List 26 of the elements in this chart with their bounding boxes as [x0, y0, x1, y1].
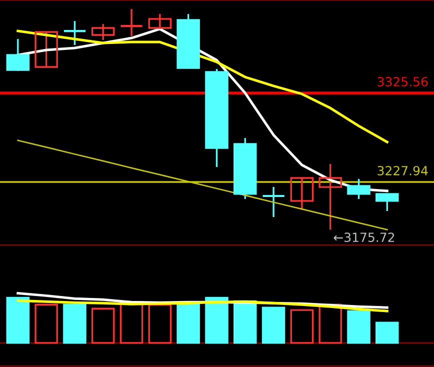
- ref-line-label: 3227.94: [378, 166, 428, 176]
- bar: [6, 296, 30, 344]
- candlestick: [148, 13, 172, 29]
- candlestick: [347, 178, 370, 200]
- bar: [347, 310, 370, 344]
- candlestick: [262, 186, 286, 218]
- candlestick: [376, 193, 399, 212]
- bar: [91, 308, 115, 344]
- bar: [262, 306, 286, 344]
- bar: [376, 322, 399, 344]
- candlestick: [6, 38, 30, 72]
- ref-line-label: 3325.56: [378, 76, 428, 86]
- bar: [205, 296, 228, 344]
- candlestick: [120, 8, 144, 37]
- annotation: ←3175.72: [334, 232, 394, 242]
- candlestick: [62, 20, 87, 46]
- bar: [233, 300, 257, 344]
- bar: [176, 302, 200, 344]
- bar: [290, 309, 314, 344]
- bar: [63, 304, 86, 344]
- bar: [34, 304, 58, 344]
- candlestick: [318, 163, 342, 230]
- bar: [148, 304, 172, 344]
- candlestick: [290, 177, 314, 211]
- candlestick: [91, 23, 115, 41]
- candlestick: [34, 31, 58, 68]
